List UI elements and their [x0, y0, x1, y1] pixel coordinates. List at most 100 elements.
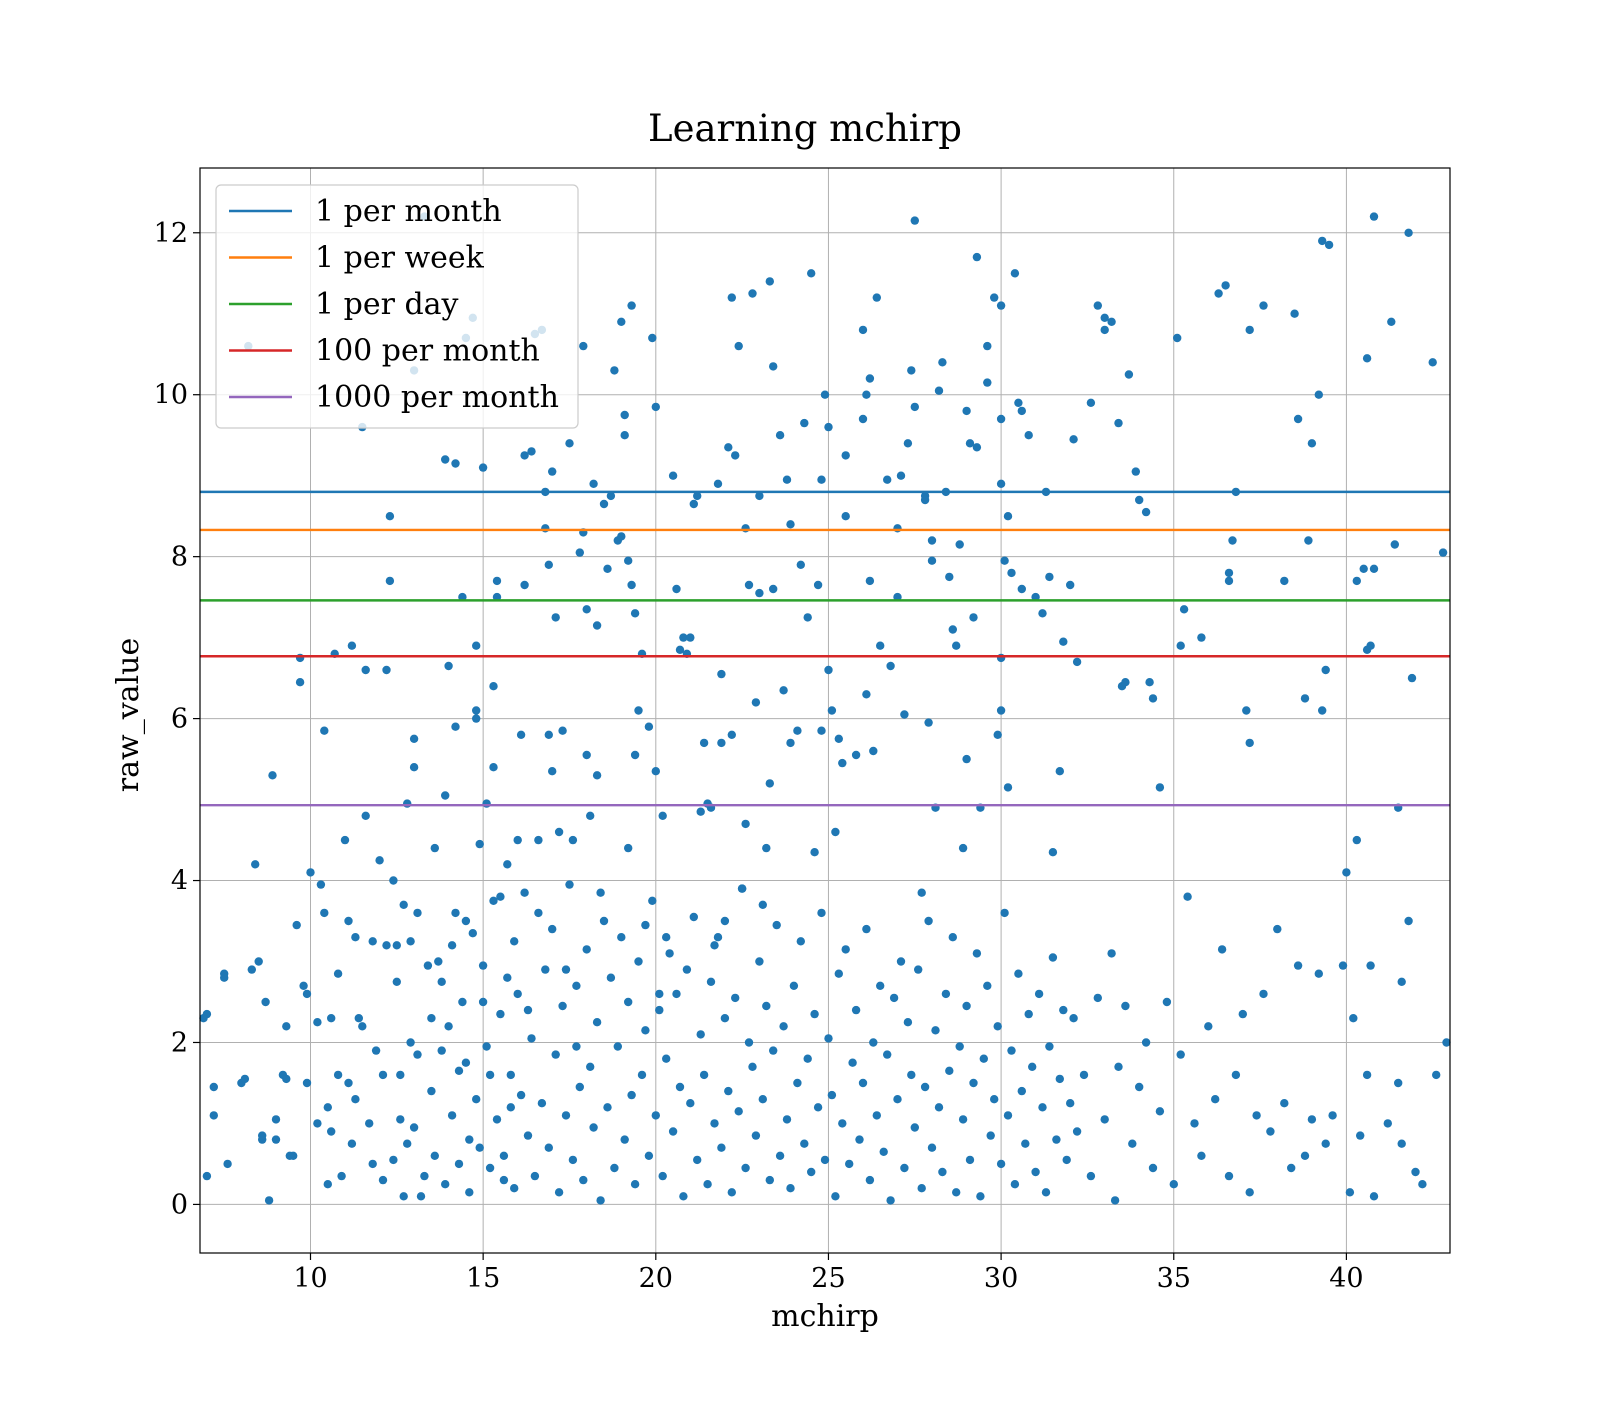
data-point	[820, 390, 830, 399]
plot-frame	[199, 167, 1451, 1254]
data-point	[344, 916, 353, 926]
data-point	[499, 1151, 509, 1161]
data-point	[579, 341, 588, 351]
data-point	[1052, 1135, 1061, 1144]
data-point	[986, 1131, 995, 1140]
data-point	[413, 1050, 422, 1059]
data-point	[972, 949, 982, 958]
data-point	[385, 576, 395, 586]
data-point	[1245, 325, 1254, 335]
data-point	[496, 1009, 505, 1019]
data-point	[323, 1103, 332, 1112]
data-point	[706, 977, 716, 986]
data-point	[1321, 1139, 1330, 1148]
data-point	[606, 491, 616, 501]
data-point	[478, 463, 488, 472]
data-point	[679, 1192, 688, 1201]
data-point	[803, 613, 812, 622]
data-point	[351, 933, 360, 942]
data-point	[703, 1180, 712, 1189]
data-point	[938, 358, 947, 367]
data-point	[465, 1188, 474, 1197]
data-point	[503, 973, 512, 982]
data-point	[907, 366, 916, 375]
data-point	[969, 613, 978, 622]
data-point	[1314, 390, 1324, 399]
data-point	[1176, 1050, 1185, 1059]
data-point	[755, 588, 764, 598]
data-point	[869, 746, 878, 756]
data-point	[1204, 1022, 1213, 1031]
data-point	[1066, 580, 1075, 590]
data-point	[351, 1095, 360, 1104]
data-point	[841, 512, 850, 521]
data-point	[627, 301, 636, 310]
data-point	[472, 1095, 481, 1104]
data-point	[430, 843, 439, 853]
data-point	[475, 1143, 484, 1152]
data-point	[658, 811, 667, 820]
data-point	[1155, 783, 1165, 792]
data-point	[627, 580, 636, 590]
data-point	[1007, 1046, 1016, 1055]
data-point	[1183, 892, 1192, 901]
data-point	[1304, 536, 1313, 545]
data-point	[855, 1135, 864, 1144]
data-point	[972, 252, 982, 262]
data-point	[644, 722, 654, 731]
data-point	[1394, 1078, 1403, 1088]
data-point	[586, 811, 595, 820]
data-point	[1072, 1127, 1082, 1136]
data-point	[927, 1143, 937, 1152]
data-point	[952, 1188, 961, 1197]
data-point	[247, 965, 256, 974]
data-point	[751, 1131, 761, 1140]
data-point	[295, 678, 305, 687]
data-point	[662, 933, 671, 942]
data-point	[544, 560, 553, 569]
data-point	[879, 1147, 888, 1157]
data-point	[1007, 568, 1016, 578]
data-point	[510, 1184, 519, 1193]
data-point	[478, 997, 488, 1007]
data-point	[731, 993, 740, 1003]
data-point	[686, 1099, 695, 1108]
data-point	[869, 1038, 878, 1047]
data-point	[1148, 694, 1158, 703]
data-point	[554, 1188, 564, 1197]
data-point	[1273, 924, 1282, 934]
legend-label: 1 per day	[315, 287, 459, 322]
data-point	[741, 524, 750, 533]
data-point	[648, 896, 657, 905]
data-point	[955, 540, 964, 549]
data-point	[496, 892, 505, 901]
data-point	[596, 1196, 605, 1205]
data-point	[1069, 1014, 1078, 1023]
data-point	[1280, 576, 1289, 586]
data-point	[1107, 949, 1116, 958]
data-point	[396, 1115, 405, 1124]
data-point	[1287, 1163, 1296, 1173]
data-point	[1238, 1009, 1248, 1019]
data-point	[841, 451, 850, 460]
data-point	[347, 641, 357, 650]
data-point	[720, 1014, 730, 1023]
data-point	[786, 520, 795, 529]
legend-label: 1000 per month	[315, 380, 559, 415]
data-point	[1003, 512, 1013, 521]
data-point	[1266, 1127, 1275, 1136]
data-point	[202, 1171, 212, 1181]
data-point	[1190, 1119, 1199, 1128]
data-point	[503, 860, 512, 869]
data-point	[741, 1163, 750, 1173]
data-point	[675, 1082, 685, 1092]
data-point	[541, 965, 550, 974]
data-point	[465, 1135, 474, 1144]
data-point	[907, 1070, 916, 1080]
data-point	[682, 965, 692, 974]
data-point	[295, 653, 305, 663]
data-point	[1055, 1074, 1065, 1084]
y-tick-label: 8	[171, 542, 188, 573]
